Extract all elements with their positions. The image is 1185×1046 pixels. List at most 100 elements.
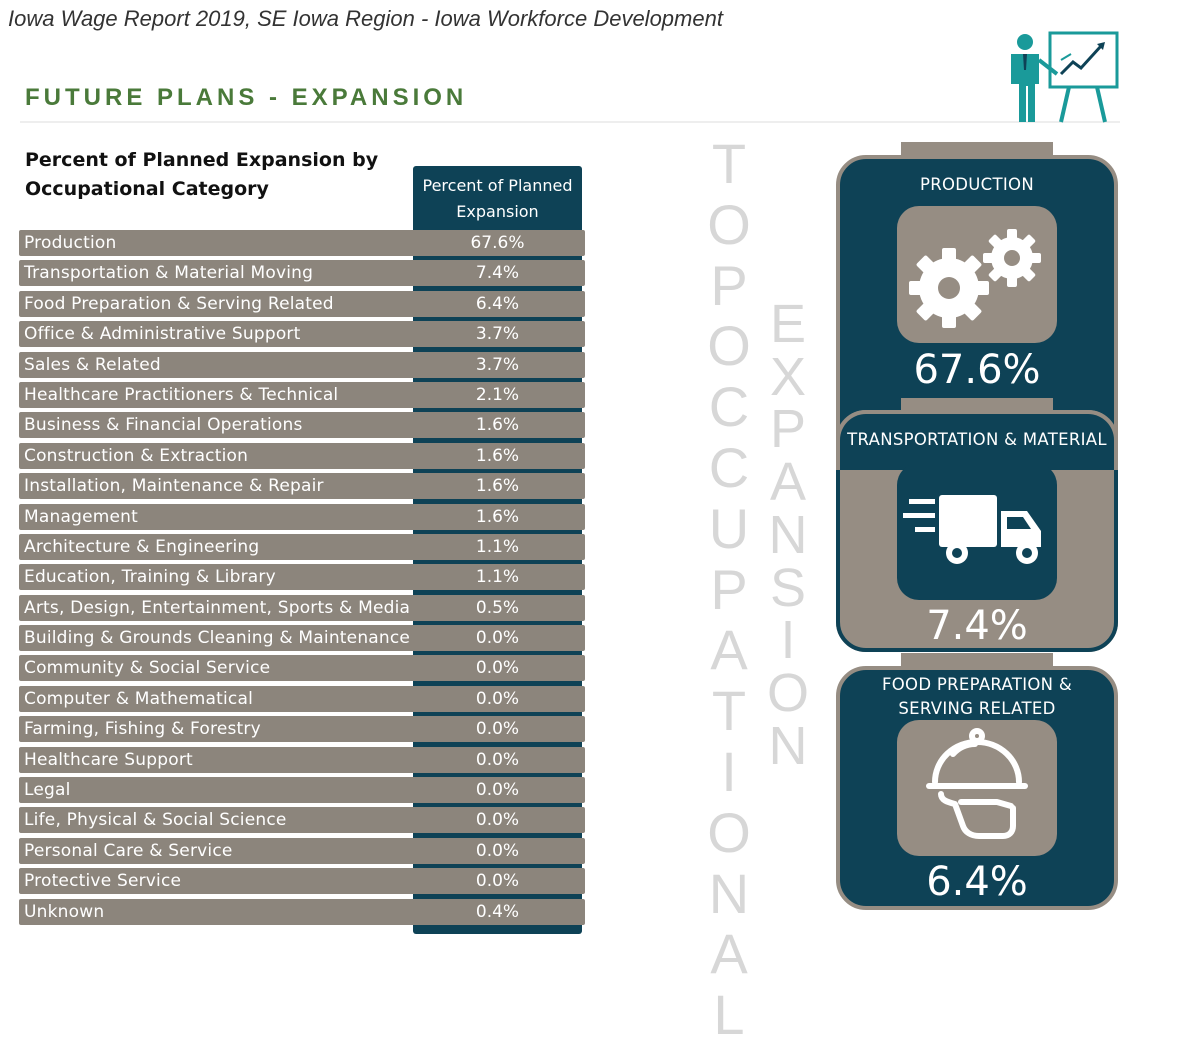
table-row: Transportation & Material Moving 7.4% bbox=[19, 260, 585, 287]
vertical-letter: X bbox=[769, 346, 807, 407]
row-label: Protective Service bbox=[24, 871, 182, 892]
row-label: Installation, Maintenance & Repair bbox=[24, 476, 324, 497]
cloche-icon-box bbox=[897, 720, 1057, 856]
row-value: 0.0% bbox=[475, 810, 520, 831]
table-row: Installation, Maintenance & Repair 1.6% bbox=[19, 473, 585, 500]
table-row: Healthcare Support 0.0% bbox=[19, 746, 585, 773]
vertical-letter: C bbox=[708, 375, 750, 439]
row-value: 1.6% bbox=[475, 476, 520, 497]
table-row: Healthcare Practitioners & Technical 2.1% bbox=[19, 381, 585, 408]
row-value: 0.5% bbox=[475, 597, 520, 618]
row-value: 0.4% bbox=[475, 901, 520, 922]
table-row: Building & Grounds Cleaning & Maintenanc… bbox=[19, 625, 585, 652]
row-label: Arts, Design, Entertainment, Sports & Me… bbox=[24, 597, 411, 618]
row-label: Business & Financial Operations bbox=[24, 415, 303, 436]
row-label: Office & Administrative Support bbox=[24, 324, 301, 345]
vertical-letter: T bbox=[711, 132, 747, 195]
row-value: 1.1% bbox=[475, 567, 520, 588]
table-row: Legal 0.0% bbox=[19, 777, 585, 804]
row-label: Transportation & Material Moving bbox=[24, 263, 314, 284]
vertical-letter: N bbox=[708, 861, 750, 925]
row-value: 1.6% bbox=[475, 445, 520, 466]
table-row: Arts, Design, Entertainment, Sports & Me… bbox=[19, 594, 585, 621]
column-header-line2: Expansion bbox=[456, 202, 539, 221]
gears-icon-box bbox=[897, 206, 1057, 343]
gears-icon bbox=[909, 229, 1041, 328]
row-value: 3.7% bbox=[475, 354, 520, 375]
title-divider bbox=[20, 121, 1120, 123]
row-label: Community & Social Service bbox=[24, 658, 271, 679]
expansion-table: Production 67.6% Transportation & Material… bbox=[19, 230, 585, 929]
row-value: 1.6% bbox=[475, 415, 520, 436]
table-row: Education, Training & Library 1.1% bbox=[19, 564, 585, 591]
report-caption: Iowa Wage Report 2019, SE Iowa Region - … bbox=[8, 6, 723, 31]
row-label: Personal Care & Service bbox=[24, 840, 233, 861]
table-row: Life, Physical & Social Science 0.0% bbox=[19, 807, 585, 834]
card-percent: 67.6% bbox=[913, 347, 1041, 393]
card-percent: 7.4% bbox=[926, 603, 1028, 649]
table-title: Percent of Planned Expansion by Occupati… bbox=[25, 146, 415, 204]
row-label: Healthcare Support bbox=[24, 749, 193, 770]
row-label: Building & Grounds Cleaning & Maintenanc… bbox=[24, 628, 411, 649]
row-label: Farming, Fishing & Forestry bbox=[24, 719, 261, 740]
row-label: Production bbox=[24, 233, 117, 253]
table-row: Community & Social Service 0.0% bbox=[19, 655, 585, 682]
card-header-band bbox=[836, 410, 1118, 470]
table-title-line1: Percent of Planned Expansion by bbox=[25, 149, 379, 171]
row-label: Healthcare Practitioners & Technical bbox=[24, 384, 339, 405]
vertical-letter: C bbox=[708, 435, 750, 499]
row-value: 0.0% bbox=[475, 780, 520, 801]
vertical-letter: S bbox=[769, 557, 807, 618]
serving-cloche-icon bbox=[926, 728, 1028, 839]
table-row: Office & Administrative Support 3.7% bbox=[19, 321, 585, 348]
row-value: 2.1% bbox=[475, 384, 520, 405]
vertical-letter: O bbox=[766, 662, 809, 723]
table-row: Business & Financial Operations 1.6% bbox=[19, 412, 585, 439]
row-value: 0.0% bbox=[475, 719, 520, 740]
table-row: Unknown 0.4% bbox=[19, 898, 585, 925]
vertical-letter: I bbox=[780, 610, 796, 671]
table-title-line2: Occupational Category bbox=[25, 178, 269, 200]
row-value: 1.1% bbox=[475, 536, 520, 557]
vertical-letter: N bbox=[768, 715, 808, 776]
section-title: FUTURE PLANS - EXPANSION bbox=[25, 84, 468, 111]
delivery-truck-icon bbox=[903, 495, 1041, 564]
row-value: 1.6% bbox=[475, 506, 520, 527]
row-value: 67.6% bbox=[470, 233, 525, 253]
vertical-letter: P bbox=[769, 399, 807, 460]
vertical-letter: A bbox=[710, 922, 748, 986]
row-label: Construction & Extraction bbox=[24, 445, 249, 466]
row-label: Life, Physical & Social Science bbox=[24, 810, 287, 831]
vertical-letter: A bbox=[710, 618, 748, 682]
card-title-line1: FOOD PREPARATION & bbox=[881, 675, 1073, 694]
vertical-letter: P bbox=[710, 253, 748, 317]
table-row: Personal Care & Service 0.0% bbox=[19, 837, 585, 864]
vertical-letter: O bbox=[707, 192, 751, 256]
row-value: 6.4% bbox=[475, 293, 520, 314]
card-title: TRANSPORTATION & MATERIAL bbox=[847, 430, 1107, 449]
vertical-letter: L bbox=[713, 983, 745, 1046]
card-title: PRODUCTION bbox=[920, 175, 1034, 194]
vertical-letter: O bbox=[707, 314, 751, 378]
row-label: Management bbox=[24, 506, 138, 527]
row-label: Unknown bbox=[24, 901, 105, 922]
vertical-letter: I bbox=[721, 739, 737, 803]
row-value: 0.0% bbox=[475, 840, 520, 861]
vertical-letter: P bbox=[710, 557, 748, 621]
row-label: Computer & Mathematical bbox=[24, 688, 254, 709]
table-row: Protective Service 0.0% bbox=[19, 868, 585, 895]
vertical-letter: E bbox=[769, 294, 807, 354]
vertical-letter: U bbox=[708, 496, 750, 560]
row-label: Sales & Related bbox=[24, 354, 161, 375]
column-header-line1: Percent of Planned bbox=[422, 176, 573, 195]
row-label: Education, Training & Library bbox=[24, 567, 276, 588]
truck-icon-box bbox=[897, 463, 1057, 600]
vertical-letter: N bbox=[768, 504, 808, 565]
row-label: Legal bbox=[24, 780, 71, 801]
table-row: Sales & Related 3.7% bbox=[19, 351, 585, 378]
row-label: Architecture & Engineering bbox=[24, 536, 260, 557]
table-row: Farming, Fishing & Forestry 0.0% bbox=[19, 716, 585, 743]
vertical-letter: A bbox=[769, 452, 807, 513]
table-row: Food Preparation & Serving Related 6.4% bbox=[19, 290, 585, 317]
